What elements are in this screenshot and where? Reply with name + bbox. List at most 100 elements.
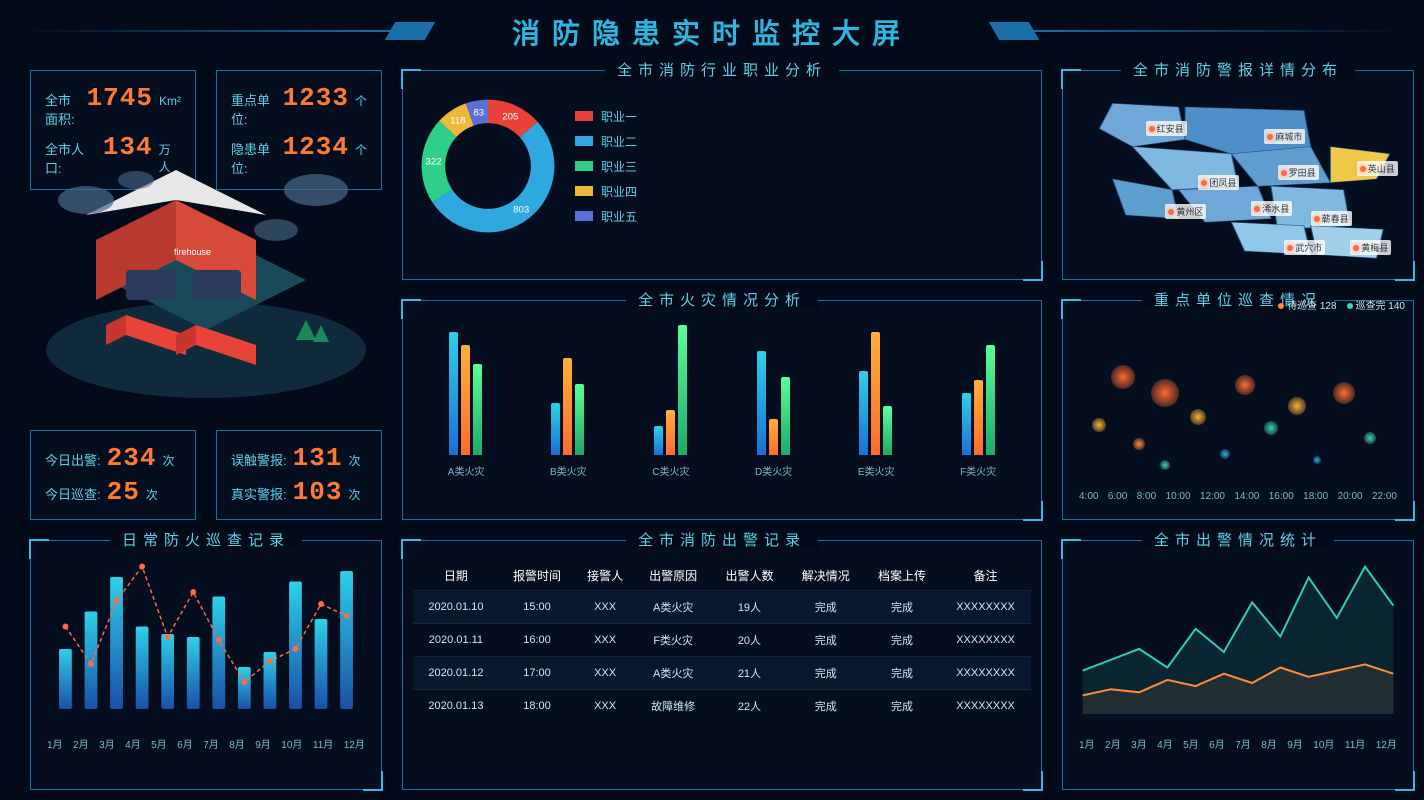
bar <box>781 377 790 455</box>
legend-label: 职业四 <box>601 183 637 200</box>
scatter-legend: 待巡查 128巡查完 140 <box>1278 297 1405 312</box>
stat-label: 真实警报: <box>231 484 287 503</box>
table-cell: XXXXXXXX <box>940 624 1031 657</box>
bar-category: D类火灾 <box>755 463 792 478</box>
table-cell: F类火灾 <box>635 624 711 657</box>
month-label: 12月 <box>344 736 365 751</box>
stat-value: 25 <box>107 477 140 507</box>
month-label: 4月 <box>125 736 141 751</box>
table-cell: XXX <box>575 657 635 690</box>
table-cell: 15:00 <box>499 591 575 624</box>
bar <box>962 393 971 455</box>
month-label: 2月 <box>73 736 89 751</box>
scatter-point <box>1151 379 1179 407</box>
stat-label: 全市面积: <box>45 90 81 128</box>
page-title: 消防隐患实时监控大屏 <box>0 12 1424 52</box>
scatter-x-label: 4:00 <box>1079 491 1098 502</box>
map-region-label: 浠水县 <box>1251 201 1292 216</box>
city-x-labels: 1月2月3月4月5月6月7月8月9月10月11月12月 <box>1073 734 1403 753</box>
bar <box>678 325 687 455</box>
stats-bottom: 今日出警:234次今日巡查:25次误触警报:131次真实警报:103次 <box>30 430 382 520</box>
header: 消防隐患实时监控大屏 <box>0 0 1424 60</box>
scatter-x-label: 22:00 <box>1372 491 1397 502</box>
bar <box>666 410 675 456</box>
table-row: 2020.01.1116:00XXXF类火灾20人完成完成XXXXXXXX <box>413 624 1031 657</box>
table-cell: 完成 <box>864 624 940 657</box>
map-region-label: 麻城市 <box>1264 129 1305 144</box>
table-cell: XXX <box>575 591 635 624</box>
table-cell: A类火灾 <box>635 657 711 690</box>
month-label: 2月 <box>1105 736 1121 751</box>
svg-text:803: 803 <box>513 205 529 216</box>
month-label: 4月 <box>1157 736 1173 751</box>
table-cell: A类火灾 <box>635 591 711 624</box>
scatter-point <box>1133 438 1145 450</box>
stat-unit: 次 <box>146 486 158 503</box>
scatter-point <box>1092 418 1106 432</box>
legend-item: 职业四 <box>575 183 637 200</box>
stat-unit: 次 <box>348 452 360 469</box>
legend-swatch <box>575 161 593 171</box>
scatter-chart <box>1073 329 1403 489</box>
panel-records: 全市消防出警记录 日期报警时间接警人出警原因出警人数解决情况档案上传备注2020… <box>402 540 1042 790</box>
bar <box>461 345 470 456</box>
table-cell: 2020.01.11 <box>413 624 499 657</box>
svg-text:118: 118 <box>450 116 465 127</box>
map-region-label: 英山县 <box>1357 161 1398 176</box>
panel-city-stats: 全市出警情况统计 1月2月3月4月5月6月7月8月9月10月11月12月 <box>1062 540 1414 790</box>
panel-fire-analysis: 全市火灾情况分析 A类火灾B类火灾C类火灾D类火灾E类火灾F类火灾 <box>402 300 1042 520</box>
month-label: 1月 <box>47 736 63 751</box>
bar <box>563 358 572 456</box>
month-label: 5月 <box>1183 736 1199 751</box>
map-region-label: 罗田县 <box>1278 165 1319 180</box>
month-label: 1月 <box>1079 736 1095 751</box>
scatter-point <box>1235 375 1255 395</box>
panel-occupation: 全市消防行业职业分析 20580332211883 职业一职业二职业三职业四职业… <box>402 70 1042 280</box>
table-header: 出警原因 <box>635 561 711 591</box>
map-region-label: 红安县 <box>1146 121 1187 136</box>
month-label: 12月 <box>1376 736 1397 751</box>
bar <box>473 364 482 455</box>
bar-category: F类火灾 <box>960 463 996 478</box>
legend-item: 职业二 <box>575 133 637 150</box>
header-deco-left <box>20 30 400 32</box>
stat-unit: 个 <box>355 92 367 109</box>
map-region-label: 蕲春县 <box>1311 211 1352 226</box>
scatter-x-labels: 4:006:008:0010:0012:0014:0016:0018:0020:… <box>1073 489 1403 504</box>
month-label: 8月 <box>1261 736 1277 751</box>
table-row: 2020.01.1318:00XXX故障维修22人完成完成XXXXXXXX <box>413 690 1031 723</box>
table-cell: 2020.01.12 <box>413 657 499 690</box>
table-header: 解决情况 <box>788 561 864 591</box>
bar <box>883 406 892 455</box>
bar-group <box>859 332 892 456</box>
table-row: 2020.01.1015:00XXXA类火灾19人完成完成XXXXXXXX <box>413 591 1031 624</box>
month-label: 10月 <box>281 736 302 751</box>
scatter-point <box>1333 382 1355 404</box>
scatter-point <box>1313 456 1321 464</box>
table-cell: 2020.01.10 <box>413 591 499 624</box>
bar <box>654 426 663 455</box>
month-label: 7月 <box>1235 736 1251 751</box>
month-label: 9月 <box>255 736 271 751</box>
bar <box>974 380 983 455</box>
table-row: 2020.01.1217:00XXXA类火灾21人完成完成XXXXXXXX <box>413 657 1031 690</box>
scatter-x-label: 10:00 <box>1166 491 1191 502</box>
donut-chart: 20580332211883 <box>413 91 563 241</box>
legend-label: 职业一 <box>601 108 637 125</box>
stat-unit: 次 <box>162 452 174 469</box>
bar <box>871 332 880 456</box>
scatter-x-label: 6:00 <box>1108 491 1127 502</box>
stat-label: 今日巡查: <box>45 484 101 503</box>
map-region-label: 黄梅县 <box>1350 240 1391 255</box>
scatter-point <box>1288 397 1306 415</box>
scatter-x-label: 16:00 <box>1269 491 1294 502</box>
stat-value: 1233 <box>283 83 349 113</box>
stat-unit: Km² <box>159 94 181 108</box>
table-cell: 完成 <box>788 591 864 624</box>
table-cell: XXXXXXXX <box>940 657 1031 690</box>
scatter-x-label: 20:00 <box>1338 491 1363 502</box>
bar-category: C类火灾 <box>652 463 689 478</box>
city-line-chart <box>1073 549 1403 729</box>
legend-swatch <box>575 211 593 221</box>
svg-text:firehouse: firehouse <box>174 247 211 257</box>
